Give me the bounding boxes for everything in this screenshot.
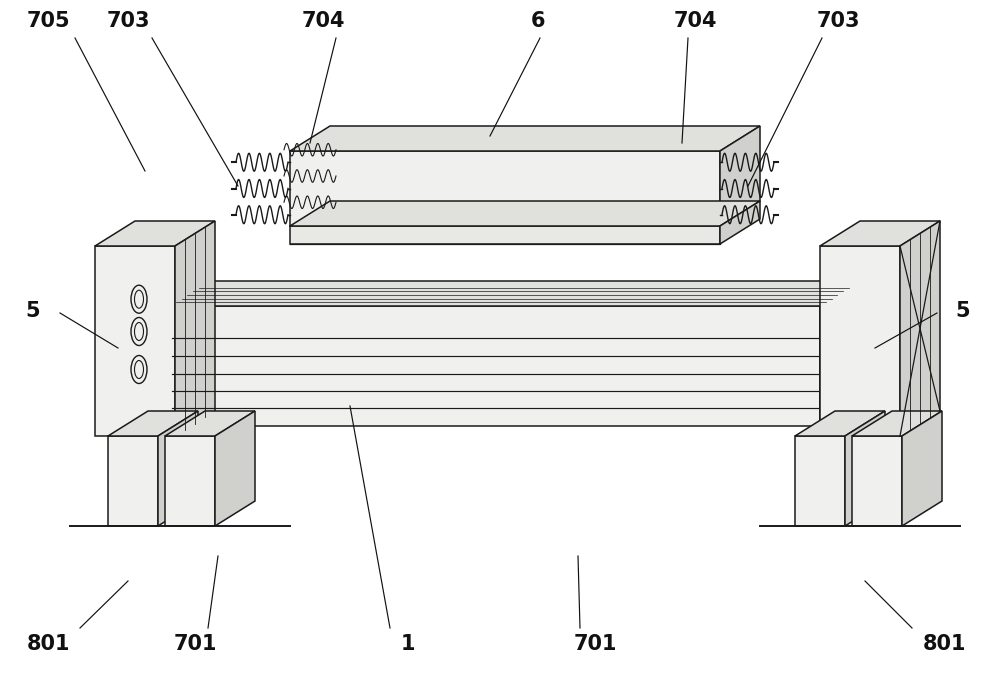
Polygon shape [290, 126, 760, 151]
Text: 704: 704 [301, 11, 345, 31]
Polygon shape [720, 201, 760, 244]
Polygon shape [720, 126, 760, 226]
Polygon shape [170, 306, 820, 426]
Text: 701: 701 [173, 634, 217, 654]
Polygon shape [290, 226, 720, 244]
Text: 5: 5 [26, 301, 40, 321]
Text: 6: 6 [531, 11, 545, 31]
Polygon shape [215, 411, 255, 526]
Polygon shape [795, 411, 885, 436]
Polygon shape [95, 246, 175, 436]
Text: 5: 5 [956, 301, 970, 321]
Polygon shape [175, 221, 215, 436]
Text: 1: 1 [401, 634, 415, 654]
Polygon shape [795, 436, 845, 526]
Text: 703: 703 [106, 11, 150, 31]
Polygon shape [165, 436, 215, 526]
Polygon shape [900, 221, 940, 436]
Polygon shape [95, 221, 215, 246]
Polygon shape [108, 436, 158, 526]
Polygon shape [820, 246, 900, 436]
Polygon shape [290, 151, 720, 226]
Polygon shape [290, 201, 760, 226]
Polygon shape [170, 281, 860, 306]
Text: 801: 801 [26, 634, 70, 654]
Polygon shape [820, 281, 860, 426]
Polygon shape [108, 411, 198, 436]
Text: 801: 801 [923, 634, 967, 654]
Polygon shape [902, 411, 942, 526]
Text: 703: 703 [816, 11, 860, 31]
Text: 701: 701 [573, 634, 617, 654]
Polygon shape [845, 411, 885, 526]
Polygon shape [165, 411, 255, 436]
Polygon shape [158, 411, 198, 526]
Polygon shape [852, 436, 902, 526]
Polygon shape [820, 221, 940, 246]
Text: 704: 704 [673, 11, 717, 31]
Text: 705: 705 [26, 11, 70, 31]
Polygon shape [852, 411, 942, 436]
